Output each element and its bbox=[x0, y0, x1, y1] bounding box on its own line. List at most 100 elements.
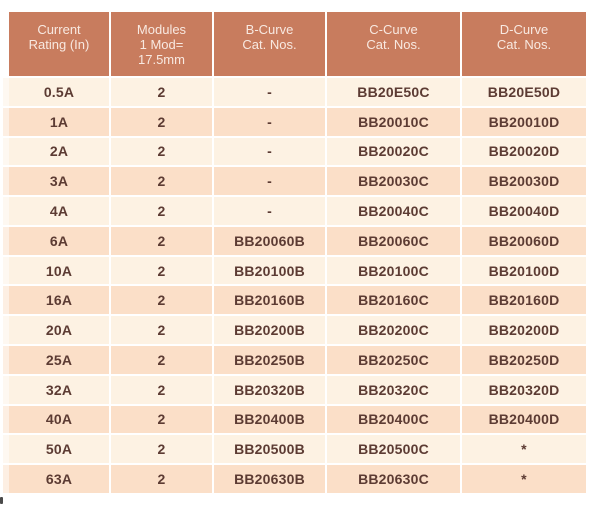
edge-strip-cell bbox=[3, 346, 9, 374]
table-header-row: Current Rating (In) Modules 1 Mod= 17.5m… bbox=[9, 12, 586, 76]
table-cell: BB20160C bbox=[327, 286, 460, 315]
table-cell: 25A bbox=[9, 346, 109, 374]
scan-artifact-mark bbox=[0, 497, 3, 504]
table-cell: 10A bbox=[9, 256, 109, 285]
table-cell: 40A bbox=[9, 405, 109, 434]
table-cell: BB20320B bbox=[214, 375, 325, 404]
table-cell: BB20020D bbox=[462, 137, 586, 166]
table-cell: 2 bbox=[111, 316, 212, 345]
table-cell: 2 bbox=[111, 346, 212, 374]
table-cell: * bbox=[462, 465, 586, 493]
table-cell: BB20160D bbox=[462, 286, 586, 315]
table-row: 1A 2- BB20010C BB20010D bbox=[9, 107, 586, 136]
edge-strip-cell bbox=[3, 78, 9, 106]
table-cell: BB20200B bbox=[214, 316, 325, 345]
column-header-current-rating: Current Rating (In) bbox=[9, 12, 109, 76]
table-cell: 2 bbox=[111, 78, 212, 106]
table-row: 20A 2 BB20200B BB20200C BB20200D bbox=[9, 316, 586, 345]
table-cell: 2 bbox=[111, 226, 212, 255]
table-row: 10A 2 BB20100B BB20100C BB20100D bbox=[9, 256, 586, 285]
table-cell: BB20E50D bbox=[462, 78, 586, 106]
edge-strip-cell bbox=[3, 256, 9, 285]
table-row: 4A 2- BB20040C BB20040D bbox=[9, 197, 586, 225]
edge-strip-cell bbox=[3, 137, 9, 166]
table-cell: 63A bbox=[9, 465, 109, 493]
table-cell: BB20500C bbox=[327, 435, 460, 464]
table-cell: - bbox=[214, 78, 325, 106]
table-cell: BB20060D bbox=[462, 226, 586, 255]
table-cell: BB20320D bbox=[462, 375, 586, 404]
table-cell: BB20200D bbox=[462, 316, 586, 345]
table-cell: BB20160B bbox=[214, 286, 325, 315]
table-row: 50A 2 BB20500B BB20500C * bbox=[9, 435, 586, 464]
edge-strip-cell bbox=[3, 465, 9, 493]
table-cell: BB20010C bbox=[327, 107, 460, 136]
table-row: 0.5A 2- BB20E50C BB20E50D bbox=[9, 78, 586, 106]
column-header-d-curve: D-Curve Cat. Nos. bbox=[462, 12, 586, 76]
column-header-c-curve: C-Curve Cat. Nos. bbox=[327, 12, 460, 76]
table-cell: 2 bbox=[111, 256, 212, 285]
table-row: 2A 2- BB20020C BB20020D bbox=[9, 137, 586, 166]
edge-strip-cell bbox=[3, 197, 9, 225]
edge-strip-cell bbox=[3, 286, 9, 315]
table-cell: 20A bbox=[9, 316, 109, 345]
table-cell: 50A bbox=[9, 435, 109, 464]
table-cell: * bbox=[462, 435, 586, 464]
table-cell: 2 bbox=[111, 137, 212, 166]
edge-strip-cell bbox=[3, 405, 9, 434]
table-cell: 2 bbox=[111, 375, 212, 404]
table-body: 0.5A 2- BB20E50C BB20E50D 1A 2- BB20010C BB2001… bbox=[9, 78, 586, 493]
table-cell: BB20010D bbox=[462, 107, 586, 136]
table-left-edge-artifact bbox=[3, 78, 9, 493]
table-cell: BB20630C bbox=[327, 465, 460, 493]
edge-strip-cell bbox=[3, 316, 9, 345]
table-cell: 2A bbox=[9, 137, 109, 166]
table-cell: 3A bbox=[9, 167, 109, 196]
table-cell: BB20030D bbox=[462, 167, 586, 196]
table-cell: BB20040C bbox=[327, 197, 460, 225]
table-cell: - bbox=[214, 107, 325, 136]
table-cell: 2 bbox=[111, 167, 212, 196]
table-cell: BB20320C bbox=[327, 375, 460, 404]
table-cell: BB20400D bbox=[462, 405, 586, 434]
edge-strip-cell bbox=[3, 375, 9, 404]
edge-strip-cell bbox=[3, 167, 9, 196]
table-cell: 1A bbox=[9, 107, 109, 136]
edge-strip-cell bbox=[3, 107, 9, 136]
table-cell: 2 bbox=[111, 197, 212, 225]
table-cell: 32A bbox=[9, 375, 109, 404]
table-cell: BB20400B bbox=[214, 405, 325, 434]
table-row: 40A 2 BB20400B BB20400C BB20400D bbox=[9, 405, 586, 434]
table-cell: BB20E50C bbox=[327, 78, 460, 106]
table-row: 16A 2 BB20160B BB20160C BB20160D bbox=[9, 286, 586, 315]
table-cell: 2 bbox=[111, 465, 212, 493]
catalog-table: Current Rating (In) Modules 1 Mod= 17.5m… bbox=[9, 12, 586, 493]
table-cell: 0.5A bbox=[9, 78, 109, 106]
table-cell: BB20400C bbox=[327, 405, 460, 434]
table-cell: BB20250B bbox=[214, 346, 325, 374]
table-cell: - bbox=[214, 137, 325, 166]
table-cell: 4A bbox=[9, 197, 109, 225]
table-cell: BB20060B bbox=[214, 226, 325, 255]
table-cell: BB20020C bbox=[327, 137, 460, 166]
table-cell: 2 bbox=[111, 107, 212, 136]
table-cell: BB20060C bbox=[327, 226, 460, 255]
table-cell: 2 bbox=[111, 435, 212, 464]
table-cell: BB20100D bbox=[462, 256, 586, 285]
table-cell: - bbox=[214, 197, 325, 225]
table-cell: BB20030C bbox=[327, 167, 460, 196]
table-cell: BB20500B bbox=[214, 435, 325, 464]
table-row: 25A 2 BB20250B BB20250C BB20250D bbox=[9, 346, 586, 374]
table-row: 63A 2 BB20630B BB20630C * bbox=[9, 465, 586, 493]
table-cell: BB20100C bbox=[327, 256, 460, 285]
table-cell: BB20250D bbox=[462, 346, 586, 374]
table-cell: 16A bbox=[9, 286, 109, 315]
table-cell: 2 bbox=[111, 286, 212, 315]
table-cell: BB20100B bbox=[214, 256, 325, 285]
table-cell: BB20040D bbox=[462, 197, 586, 225]
table-cell: - bbox=[214, 167, 325, 196]
edge-strip-cell bbox=[3, 435, 9, 464]
table-row: 6A 2 BB20060B BB20060C BB20060D bbox=[9, 226, 586, 255]
edge-strip-cell bbox=[3, 226, 9, 255]
